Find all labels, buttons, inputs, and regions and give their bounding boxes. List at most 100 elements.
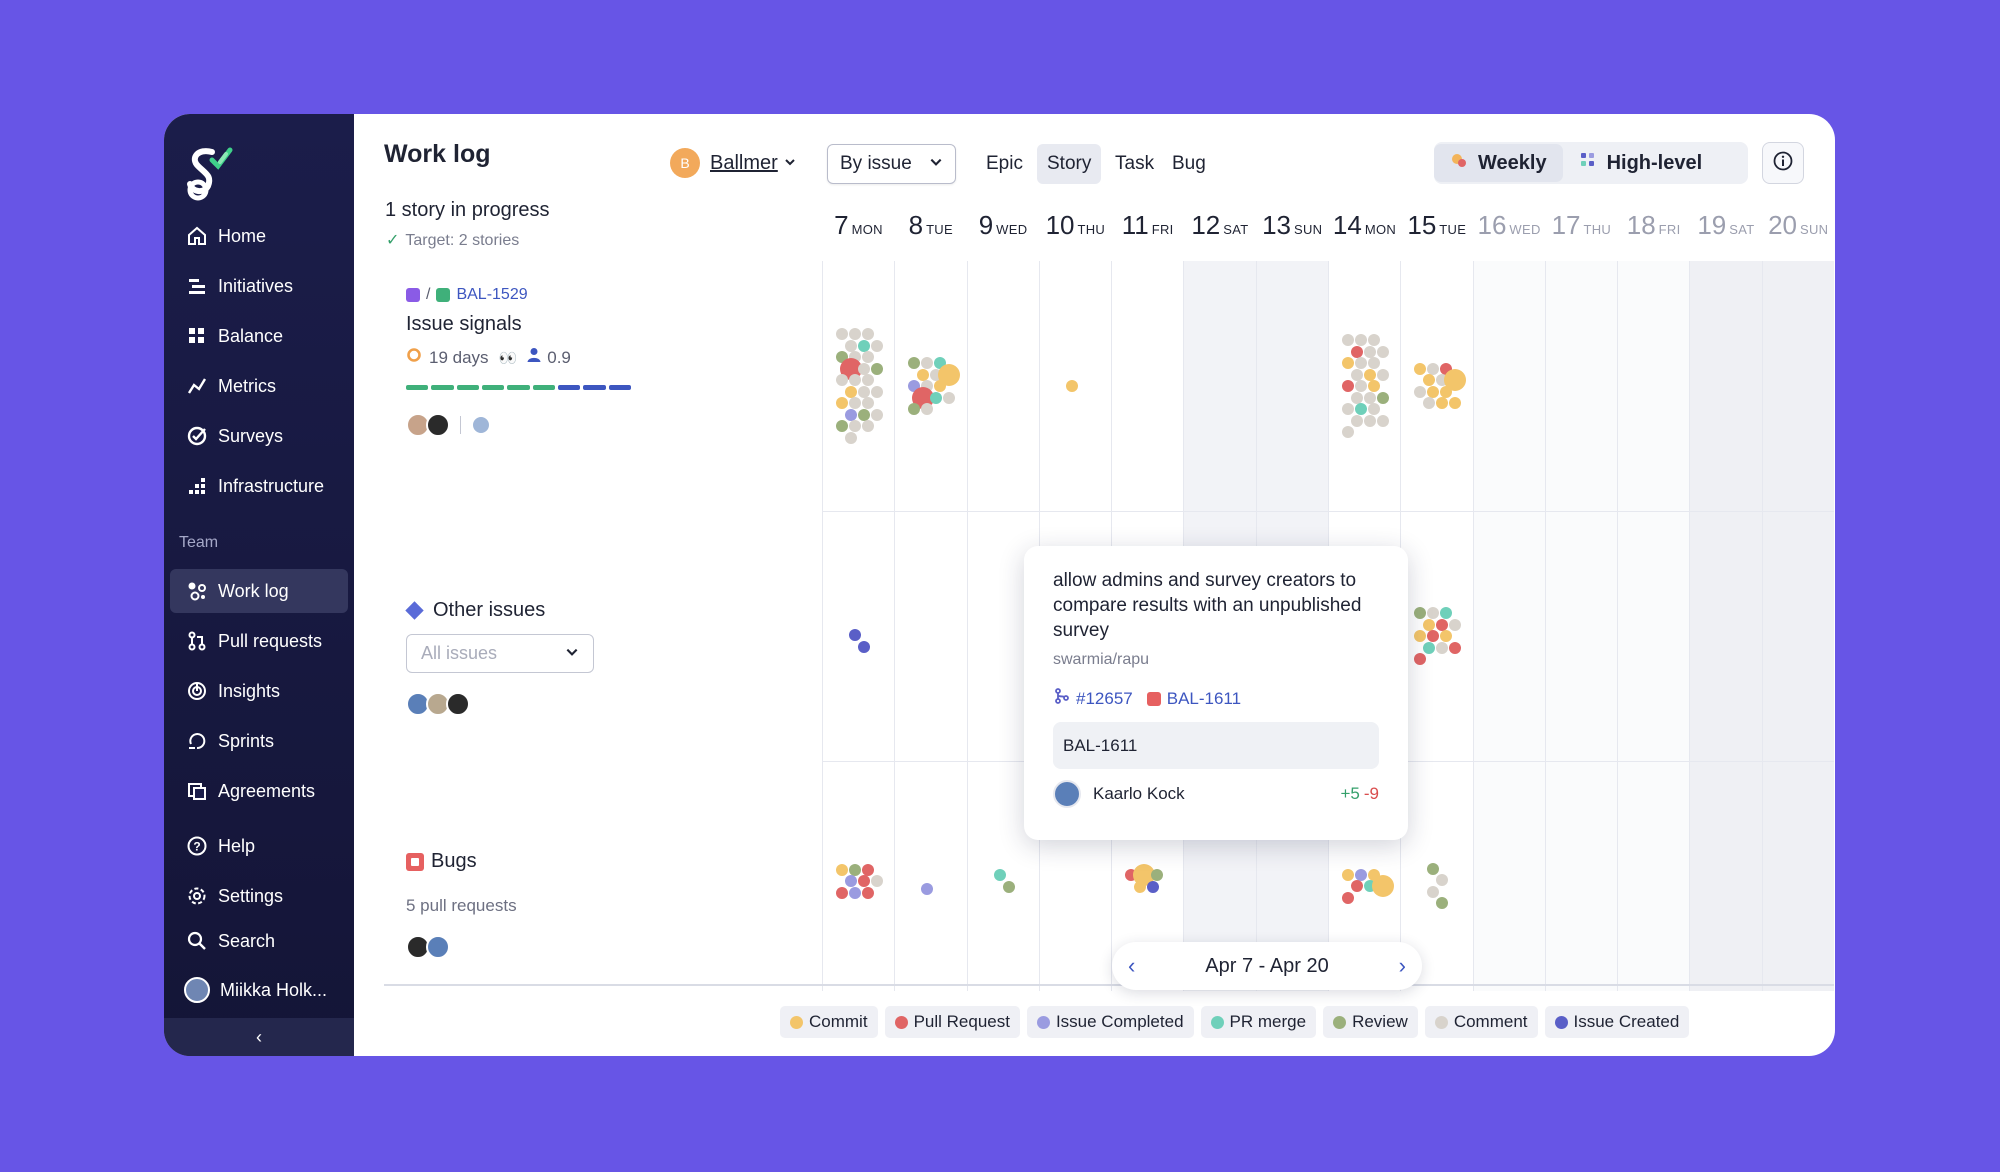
activity-dot[interactable] <box>938 363 961 386</box>
nav-pull-requests[interactable]: Pull requests <box>170 619 348 663</box>
activity-dot[interactable] <box>871 875 884 887</box>
activity-dot[interactable] <box>1364 414 1377 427</box>
activity-dot[interactable] <box>1364 368 1377 381</box>
activity-dot[interactable] <box>993 869 1006 882</box>
legend-item[interactable]: Comment <box>1424 1006 1538 1038</box>
collapse-sidebar-button[interactable]: ‹ <box>164 1018 354 1056</box>
tab-epic[interactable]: Epic <box>986 153 1023 174</box>
activity-dot[interactable] <box>917 368 930 381</box>
nav-initiatives[interactable]: Initiatives <box>170 264 348 308</box>
next-week-button[interactable]: › <box>1398 953 1406 978</box>
activity-dot[interactable] <box>1423 618 1436 631</box>
activity-dot[interactable] <box>1151 869 1164 882</box>
activity-dot[interactable] <box>1351 345 1364 358</box>
activity-dot[interactable] <box>849 629 862 642</box>
activity-dot[interactable] <box>1427 362 1440 375</box>
activity-dot[interactable] <box>908 403 921 415</box>
activity-dot[interactable] <box>1368 403 1381 415</box>
activity-dot[interactable] <box>862 863 875 876</box>
nav-help[interactable]: ? Help <box>170 824 348 868</box>
popover-issue-link[interactable]: BAL-1611 <box>1166 688 1242 708</box>
activity-dot[interactable] <box>1449 641 1462 654</box>
team-selector[interactable]: B Ballmer <box>670 148 796 178</box>
activity-dot[interactable] <box>1436 618 1449 631</box>
activity-dot[interactable] <box>858 362 871 375</box>
activity-dot[interactable] <box>858 875 871 887</box>
activity-dot[interactable] <box>1423 641 1436 654</box>
activity-dot[interactable] <box>1147 880 1160 893</box>
activity-dot[interactable] <box>858 408 871 421</box>
activity-dot[interactable] <box>849 397 862 410</box>
activity-dot[interactable] <box>849 420 862 433</box>
activity-dot[interactable] <box>1449 618 1462 631</box>
activity-dot[interactable] <box>862 374 875 387</box>
nav-metrics[interactable]: Metrics <box>170 364 348 408</box>
legend-item[interactable]: Pull Request <box>884 1006 1020 1038</box>
activity-dot[interactable] <box>1436 641 1449 654</box>
activity-dot[interactable] <box>836 397 849 410</box>
activity-dot[interactable] <box>1342 868 1355 881</box>
activity-dot[interactable] <box>1414 630 1427 642</box>
nav-balance[interactable]: Balance <box>170 314 348 358</box>
tab-story[interactable]: Story <box>1037 144 1102 184</box>
activity-dot[interactable] <box>836 886 849 899</box>
activity-dot[interactable] <box>849 886 862 899</box>
activity-dot[interactable] <box>921 883 934 895</box>
activity-dot[interactable] <box>1427 630 1440 642</box>
activity-dot[interactable] <box>871 339 884 352</box>
activity-dot[interactable] <box>1436 897 1449 910</box>
legend-item[interactable]: Issue Completed <box>1026 1006 1194 1038</box>
nav-sprints[interactable]: Sprints <box>170 719 348 763</box>
user-profile[interactable]: Miikka Holk... <box>170 970 348 1010</box>
activity-dot[interactable] <box>862 397 875 410</box>
activity-dot[interactable] <box>1368 380 1381 392</box>
activity-dot[interactable] <box>871 362 884 375</box>
activity-dot[interactable] <box>1377 368 1390 381</box>
avatar[interactable] <box>471 415 491 435</box>
activity-dot[interactable] <box>1423 374 1436 387</box>
activity-dot[interactable] <box>1436 874 1449 887</box>
legend-item[interactable]: Review <box>1323 1006 1418 1038</box>
activity-dot[interactable] <box>1427 607 1440 619</box>
activity-dot[interactable] <box>1351 880 1364 892</box>
activity-dot[interactable] <box>862 328 875 341</box>
activity-dot[interactable] <box>1368 357 1381 369</box>
activity-dot[interactable] <box>862 351 875 364</box>
legend-item[interactable]: PR merge <box>1200 1006 1317 1038</box>
nav-agreements[interactable]: Agreements <box>170 769 348 813</box>
activity-dot[interactable] <box>1066 380 1078 392</box>
activity-dot[interactable] <box>1355 380 1368 392</box>
activity-dot[interactable] <box>845 431 858 444</box>
activity-dot[interactable] <box>1342 891 1355 904</box>
nav-home[interactable]: Home <box>170 214 348 258</box>
story-title[interactable]: Issue signals <box>406 313 522 335</box>
activity-dot[interactable] <box>1427 385 1440 398</box>
activity-dot[interactable] <box>1414 385 1427 398</box>
activity-dot[interactable] <box>1355 403 1368 415</box>
activity-dot[interactable] <box>1377 391 1390 404</box>
activity-dot[interactable] <box>1351 391 1364 404</box>
avatar[interactable] <box>446 692 470 716</box>
nav-insights[interactable]: Insights <box>170 669 348 713</box>
activity-dot[interactable] <box>836 328 849 341</box>
weekly-view-button[interactable]: Weekly <box>1434 144 1563 182</box>
activity-dot[interactable] <box>1444 369 1467 392</box>
info-button[interactable] <box>1762 142 1804 184</box>
activity-dot[interactable] <box>934 380 947 392</box>
activity-dot[interactable] <box>849 328 862 341</box>
activity-dot[interactable] <box>1372 875 1395 897</box>
activity-dot[interactable] <box>1342 380 1355 392</box>
group-by-select[interactable]: By issue <box>827 144 956 184</box>
activity-dot[interactable] <box>858 385 871 398</box>
activity-dot[interactable] <box>862 420 875 433</box>
activity-dot[interactable] <box>1427 862 1440 875</box>
activity-dot[interactable] <box>1342 334 1355 346</box>
activity-dot[interactable] <box>849 863 862 876</box>
activity-dot[interactable] <box>836 374 849 387</box>
activity-dot[interactable] <box>1449 397 1462 410</box>
activity-dot[interactable] <box>871 385 884 398</box>
activity-dot[interactable] <box>943 391 956 404</box>
activity-dot[interactable] <box>1355 334 1368 346</box>
activity-dot[interactable] <box>930 391 943 404</box>
activity-dot[interactable] <box>845 385 858 398</box>
